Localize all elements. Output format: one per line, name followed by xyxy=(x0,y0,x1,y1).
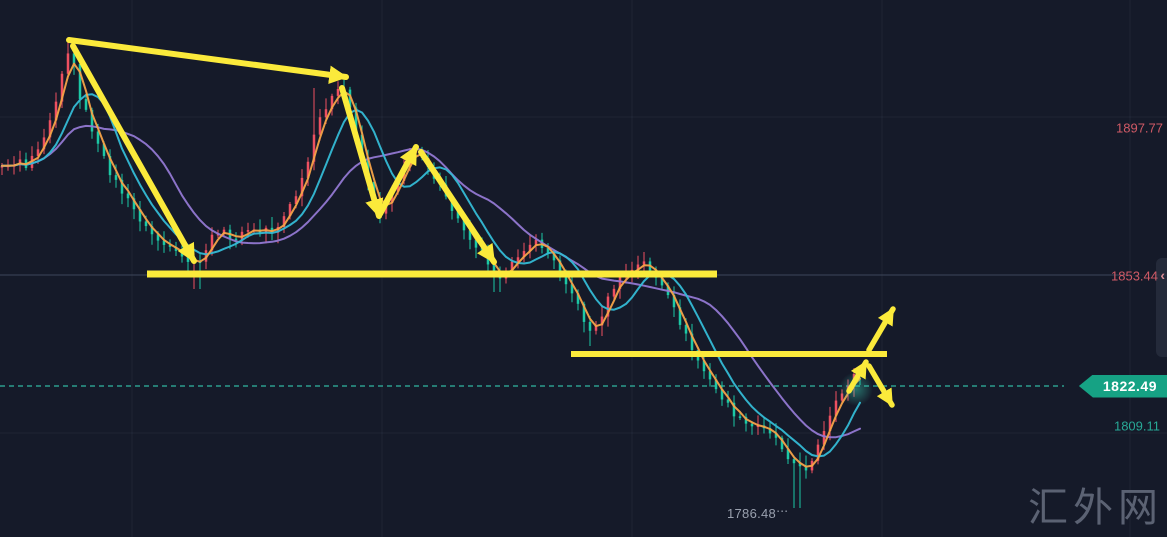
annotation-lines xyxy=(66,37,896,408)
current-price-value: 1822.49 xyxy=(1102,377,1157,394)
low-price-value: 1786.48 xyxy=(727,506,777,521)
ellipsis-dots: ⋯ xyxy=(776,504,790,518)
chevron-left-icon[interactable]: ‹ xyxy=(1160,267,1165,283)
low-price-label: 1786.48⋯ xyxy=(727,504,790,521)
watermark: 汇外网 xyxy=(1028,485,1163,530)
current-price-badge: 1822.49 xyxy=(1078,374,1167,398)
scale-collapse-strip[interactable]: ‹ xyxy=(1156,258,1167,357)
